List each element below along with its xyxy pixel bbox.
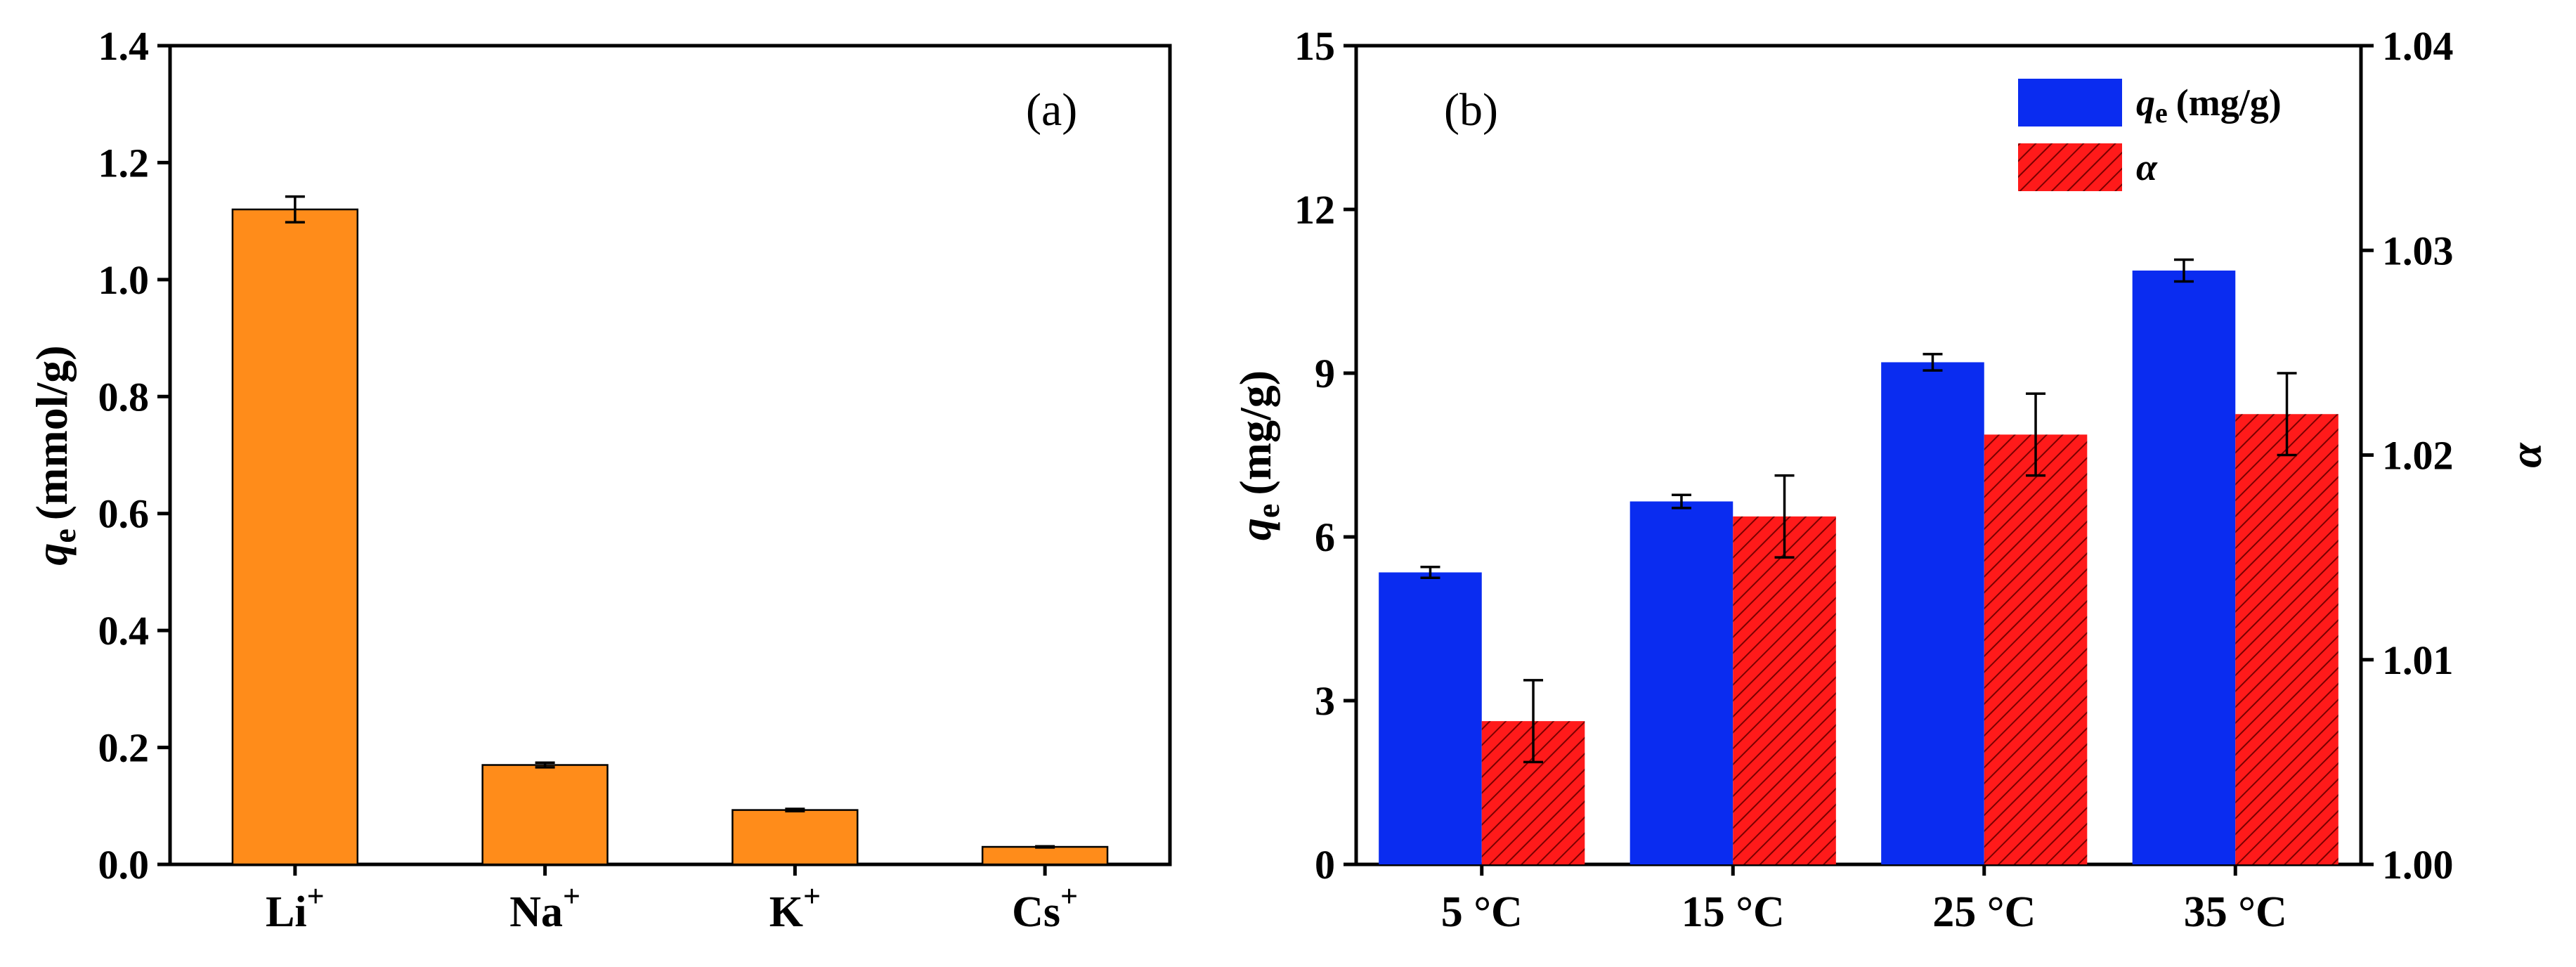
panel-a-y-ticks: 0.0 0.2 0.4 0.6 0.8 1.0 1.2 1.4 (98, 23, 170, 888)
y-tick-label: 1.0 (98, 257, 150, 303)
category-label: Na+ (509, 879, 580, 936)
bar-qe (2132, 270, 2236, 864)
panel-a-category-labels: Li+ Na+ K+ Cs+ (266, 864, 1078, 936)
legend-swatch-alpha (2018, 143, 2122, 191)
panel-a-plot-frame (168, 44, 1172, 867)
y-tick-label: 0.8 (98, 374, 150, 420)
bar-li (231, 208, 359, 866)
y-tick-label: 0.6 (98, 491, 150, 537)
bar-cs (981, 845, 1109, 866)
panel-b-legend: qe (mg/g) α (2018, 79, 2282, 191)
panel-a-chart: 0.0 0.2 0.4 0.6 0.8 1.0 1.2 1.4 Li+ Na+ K+ Cs+ (a)… (27, 23, 1172, 936)
panel-a-bars (231, 195, 1109, 866)
y2-tick-label: 1.03 (2382, 228, 2454, 273)
y-tick-label: 3 (1315, 678, 1335, 724)
y-tick-label: 12 (1294, 187, 1335, 233)
y-tick-label: 6 (1315, 514, 1335, 560)
category-label: Li+ (266, 879, 325, 936)
y-tick-label: 1.2 (98, 140, 150, 186)
y2-tick-label: 1.04 (2382, 23, 2454, 69)
panel-a-y-axis-title: qe(mmol/g) (27, 345, 82, 565)
category-label: K+ (769, 879, 821, 936)
y2-tick-label: 1.00 (2382, 842, 2454, 888)
legend-swatch-qe (2018, 79, 2122, 126)
y-tick-label: 0.2 (98, 725, 150, 771)
panel-b-right-y-axis-title: α (2501, 442, 2551, 468)
y-tick-label: 0.4 (98, 608, 150, 654)
panel-a-label: (a) (1026, 84, 1077, 136)
category-label: 15 °C (1681, 888, 1785, 936)
bar-qe (1379, 572, 1482, 864)
bar-na (481, 764, 609, 866)
y-tick-label: 9 (1315, 351, 1335, 396)
bar-qe (1881, 362, 1984, 864)
bar-alpha (1733, 516, 1836, 864)
legend-label-qe: qe (mg/g) (2136, 82, 2282, 129)
panel-b-bars (1379, 258, 2338, 864)
y2-tick-label: 1.02 (2382, 433, 2454, 479)
y-tick-label: 0.0 (98, 842, 150, 888)
panel-b-left-y-axis-title: qe(mg/g) (1230, 370, 1286, 540)
bar-k (731, 809, 859, 866)
panel-b-chart: 0 3 6 9 12 15 1.00 1.01 1.02 1.03 1.04 5 °C 15 °C 2… (1230, 23, 2551, 936)
y-tick-label: 1.4 (98, 23, 150, 69)
bar-qe (1629, 501, 1733, 864)
panel-b-category-labels: 5 °C 15 °C 25 °C 35 °C (1441, 864, 2287, 936)
panel-b-label: (b) (1444, 84, 1498, 136)
y-tick-label: 15 (1294, 23, 1335, 69)
panel-b-right-y-ticks: 1.00 1.01 1.02 1.03 1.04 (2361, 23, 2454, 888)
bar-alpha (2235, 414, 2338, 864)
category-label: 5 °C (1441, 888, 1523, 936)
y-tick-label: 0 (1315, 842, 1335, 888)
panel-b-left-y-ticks: 0 3 6 9 12 15 (1294, 23, 1356, 888)
category-label: Cs+ (1012, 879, 1078, 936)
bar-alpha (1984, 434, 2088, 864)
category-label: 25 °C (1932, 888, 2036, 936)
legend-label-alpha: α (2136, 146, 2158, 188)
y2-tick-label: 1.01 (2382, 637, 2454, 683)
category-label: 35 °C (2184, 888, 2287, 936)
